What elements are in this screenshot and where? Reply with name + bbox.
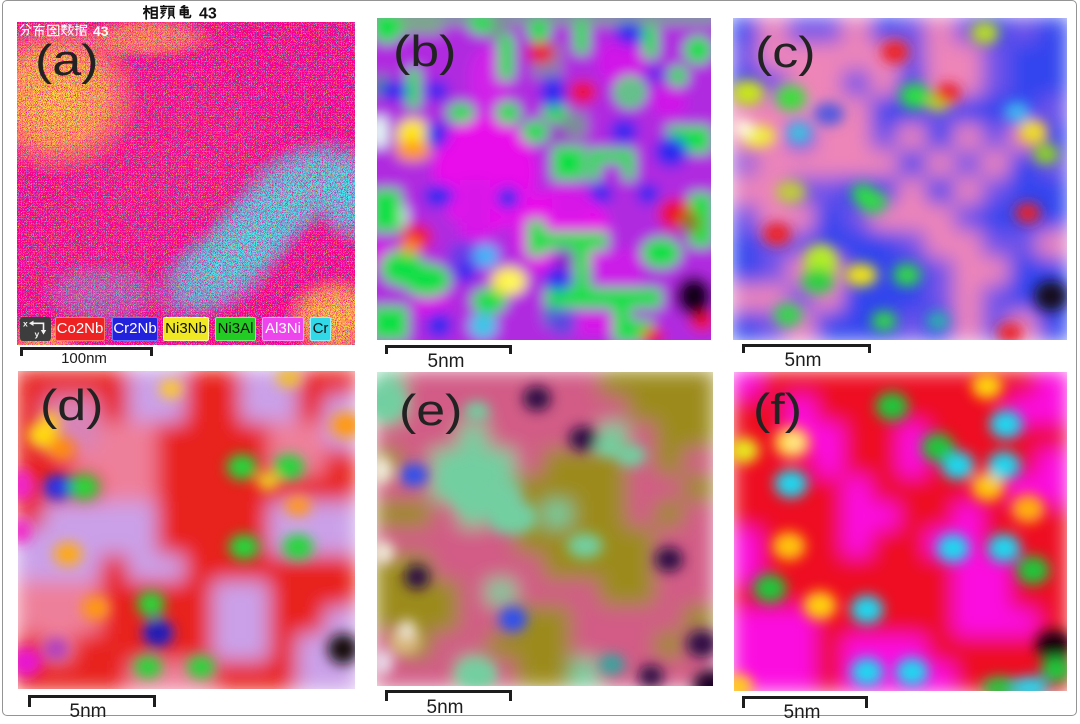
svg-text:y: y <box>35 329 40 339</box>
svg-text:43: 43 <box>93 24 109 39</box>
svg-text:43: 43 <box>199 6 217 22</box>
svg-text:x: x <box>23 319 28 329</box>
